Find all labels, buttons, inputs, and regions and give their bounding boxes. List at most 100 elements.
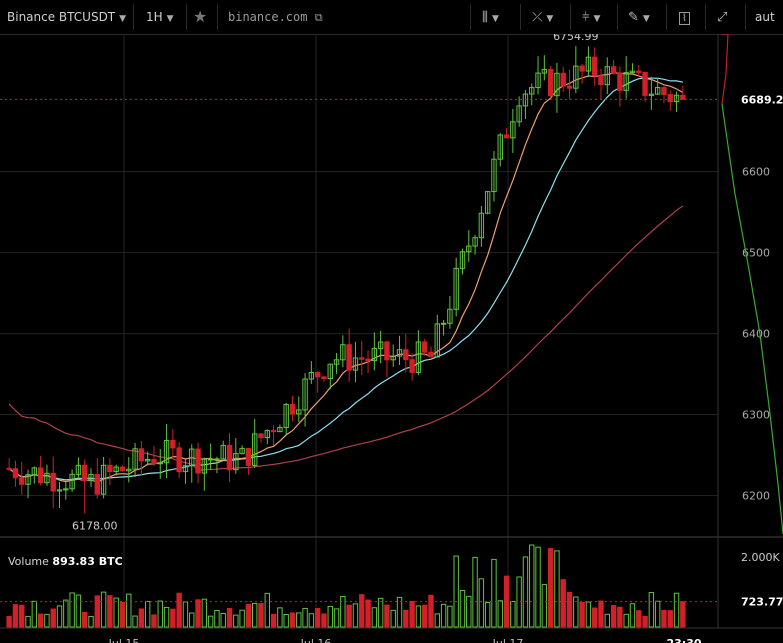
candle-body: [585, 56, 592, 72]
volume-bar: [277, 607, 283, 628]
price-tick-label: 6400: [742, 328, 770, 341]
price-chart[interactable]: 6200 6300 6400 6500 6600 Jul 15 Jul 16 Jul 17 23…: [0, 34, 783, 643]
candle-body: [75, 464, 82, 475]
volume-bar: [422, 604, 428, 628]
volume-bar: [37, 613, 44, 628]
volume-bar: [579, 601, 585, 628]
candle-body: [453, 267, 459, 310]
volume-bar: [529, 544, 535, 628]
ma-fast-line: [8, 72, 684, 483]
volume-bar: [283, 613, 289, 628]
candle-body: [346, 344, 352, 371]
chart-type-button[interactable]: ⫼ ▼: [482, 0, 499, 34]
volume-legend-value: 893.83 BTC: [52, 555, 123, 568]
candle-body: [245, 447, 252, 466]
candle-body: [233, 453, 239, 471]
indicator-icon: ⤫: [532, 10, 543, 25]
candle-body: [25, 474, 31, 485]
interval-label: 1H: [146, 10, 163, 24]
volume-bar: [415, 605, 422, 628]
bar-chart-icon: ⫼: [482, 10, 488, 25]
volume-bar: [138, 608, 145, 628]
volume-axis-label: 2.000K: [741, 551, 780, 564]
candle-body: [31, 467, 38, 476]
candle-body: [50, 472, 56, 492]
indicators-button[interactable]: ⤫ ▼: [532, 0, 553, 34]
candle-body: [415, 341, 422, 373]
candle-body: [661, 87, 667, 96]
candle-body: [510, 121, 516, 139]
volume-bar: [151, 614, 157, 628]
auto-scale-label: aut: [755, 10, 775, 24]
volume-legend: Volume 893.83 BTC: [8, 555, 123, 568]
chevron-down-icon: ▼: [642, 14, 650, 24]
candle-body: [529, 87, 535, 95]
low-price-label: 6178.00: [72, 519, 118, 532]
volume-bar: [100, 591, 107, 628]
volume-bar: [75, 594, 82, 628]
volume-bar: [604, 613, 610, 628]
candle-body: [151, 458, 157, 465]
candle-body: [214, 458, 220, 461]
symbol-selector[interactable]: Binance BTCUSDT ▼: [7, 0, 126, 34]
candle-body: [195, 448, 201, 474]
candle-body: [673, 94, 680, 103]
volume-bar: [233, 614, 239, 628]
chevron-down-icon: ▼: [593, 14, 601, 24]
volume-bar: [189, 612, 195, 628]
auto-scale-button[interactable]: aut: [755, 0, 775, 34]
candle-body: [100, 464, 107, 495]
price-tick-label: 6500: [742, 247, 770, 260]
volume-bar: [409, 600, 415, 628]
volume-bar: [610, 605, 617, 628]
fullscreen-button[interactable]: ⤢: [717, 0, 727, 34]
volume-bar: [252, 602, 258, 628]
candle-body: [403, 349, 409, 361]
candle-body: [189, 448, 195, 467]
candle-body: [176, 447, 182, 473]
depth-ask-line: [721, 34, 729, 105]
candle-body: [119, 466, 126, 472]
favorite-button[interactable]: ★: [193, 0, 207, 34]
volume-bar: [371, 607, 378, 628]
chart-snapshot-icon: ⌇: [679, 12, 690, 25]
volume-bar: [226, 608, 233, 628]
candle-body: [396, 349, 403, 357]
volume-bar: [94, 595, 100, 628]
volume-bar: [598, 600, 604, 628]
volume-bar: [585, 601, 592, 628]
volume-bar: [176, 592, 182, 628]
volume-bar: [617, 606, 623, 628]
volume-bar: [25, 615, 31, 628]
candle-body: [302, 378, 308, 411]
site-link[interactable]: binance.com ⧉: [228, 0, 323, 34]
candle-body: [63, 488, 69, 491]
interval-selector[interactable]: 1H ▼: [146, 0, 174, 34]
volume-bar: [434, 613, 440, 628]
volume-bar: [522, 556, 529, 628]
candle-body: [434, 323, 440, 358]
price-tick-label: 6600: [742, 166, 770, 179]
candle-body: [472, 237, 478, 247]
drawing-button[interactable]: ✎ ▼: [628, 0, 650, 34]
chevron-down-icon: ▼: [546, 14, 554, 24]
compare-button[interactable]: ⫩ ▼: [582, 0, 600, 34]
volume-bar: [126, 593, 132, 628]
volume-bar: [453, 555, 459, 628]
candle-body: [201, 458, 208, 474]
candle-body: [535, 72, 541, 89]
volume-bar: [6, 615, 12, 628]
candle-body: [321, 376, 327, 380]
volume-bar: [491, 558, 497, 628]
volume-bar: [220, 613, 226, 628]
volume-bar: [333, 608, 340, 628]
volume-bar: [201, 598, 208, 628]
volume-bar: [642, 615, 648, 628]
volume-bar: [560, 579, 566, 628]
candle-body: [270, 430, 277, 433]
candle-body: [604, 66, 610, 86]
volume-bar: [207, 615, 214, 628]
snapshot-button[interactable]: ⌇: [679, 0, 690, 34]
volume-bar: [661, 609, 667, 628]
volume-bar: [390, 609, 396, 628]
